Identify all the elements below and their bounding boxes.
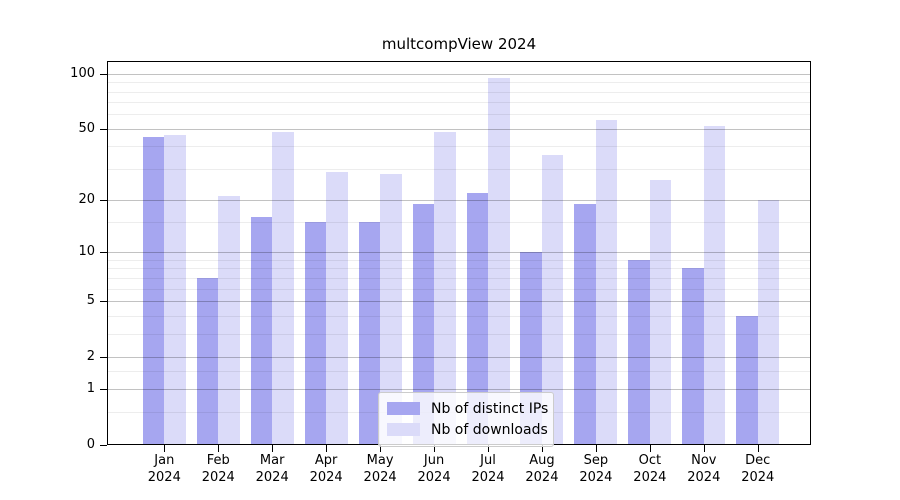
bar-ips-feb: [196, 277, 219, 445]
gridline-major: [107, 389, 811, 390]
x-tick-label: Feb 2024: [201, 453, 235, 485]
bar-ips-jul: [466, 192, 488, 445]
x-tick-label: Jan 2024: [147, 453, 181, 485]
gridline-major: [107, 200, 811, 201]
y-tick-label: 1: [86, 381, 95, 396]
gridline-minor: [107, 260, 811, 261]
bar-downloads-apr: [326, 171, 348, 445]
x-tick-label: Dec 2024: [741, 453, 775, 485]
y-tick-label: 5: [86, 293, 95, 308]
gridline-minor: [107, 92, 811, 93]
x-tick-mark: [164, 445, 166, 452]
y-tick-mark: [100, 200, 107, 201]
gridline-minor: [107, 169, 811, 170]
x-tick-mark: [595, 445, 597, 452]
bar-downloads-aug: [541, 154, 564, 445]
y-tick-label: 2: [86, 349, 95, 364]
y-tick-label: 0: [86, 437, 95, 452]
gridline-minor: [107, 146, 811, 147]
legend-swatch-downloads: [387, 423, 420, 436]
legend-item-downloads: Nb of downloads: [387, 419, 548, 440]
bar-ips-jan: [142, 137, 165, 445]
y-tick-mark: [100, 357, 107, 358]
x-tick-label: Oct 2024: [633, 453, 667, 485]
gridline-major: [107, 252, 811, 253]
legend-label-distinct-ips: Nb of distinct IPs: [431, 400, 549, 417]
gridline-major: [107, 74, 811, 75]
x-tick-label: Sep 2024: [579, 453, 613, 485]
bar-downloads-oct: [649, 180, 672, 445]
legend-swatch-distinct-ips: [387, 402, 420, 415]
gridline-major: [107, 129, 811, 130]
legend-item-distinct-ips: Nb of distinct IPs: [387, 398, 549, 419]
x-tick-mark: [488, 445, 489, 452]
bar-ips-apr: [304, 222, 327, 445]
gridline-major: [107, 301, 811, 302]
y-tick-mark: [100, 389, 107, 390]
x-tick-mark: [703, 445, 705, 452]
bar-downloads-jun: [434, 132, 456, 445]
y-tick-mark: [100, 301, 107, 302]
y-tick-label: 100: [70, 66, 95, 81]
bar-ips-oct: [628, 259, 650, 445]
x-tick-mark: [434, 445, 436, 452]
gridline-minor: [107, 222, 811, 223]
bar-downloads-may: [380, 174, 402, 445]
x-tick-label: Jun 2024: [417, 453, 451, 485]
y-tick-mark: [100, 445, 107, 446]
x-tick-mark: [649, 445, 651, 452]
bar-downloads-dec: [757, 200, 780, 445]
x-tick-label: Apr 2024: [309, 453, 343, 485]
x-tick-mark: [218, 445, 220, 452]
bar-ips-nov: [682, 268, 704, 445]
legend-label-downloads: Nb of downloads: [431, 421, 548, 438]
x-tick-label: May 2024: [363, 453, 397, 485]
y-tick-mark: [100, 129, 107, 130]
bar-ips-mar: [250, 217, 273, 445]
bar-ips-dec: [736, 315, 758, 445]
bar-downloads-mar: [272, 132, 294, 445]
bar-ips-sep: [574, 204, 596, 445]
gridline-minor: [107, 82, 811, 83]
chart-title: multcompView 2024: [381, 35, 537, 53]
x-tick-label: Jul 2024: [471, 453, 505, 485]
bar-downloads-jan: [164, 135, 186, 445]
gridline-minor: [107, 334, 811, 335]
gridline-minor: [107, 268, 811, 269]
gridline-minor: [107, 114, 811, 115]
bar-ips-may: [358, 222, 381, 445]
x-tick-label: Aug 2024: [525, 453, 559, 485]
x-tick-mark: [272, 445, 274, 452]
y-tick-label: 10: [78, 244, 95, 259]
y-tick-label: 50: [78, 121, 95, 136]
y-tick-mark: [100, 74, 107, 75]
gridline-major: [107, 357, 811, 358]
x-tick-label: Mar 2024: [255, 453, 289, 485]
x-tick-mark: [757, 445, 759, 452]
gridline-minor: [107, 371, 811, 372]
bar-downloads-sep: [595, 119, 618, 445]
bar-downloads-nov: [703, 125, 726, 445]
gridline-minor: [107, 102, 811, 103]
bar-ips-jun: [412, 204, 435, 445]
y-tick-mark: [100, 252, 107, 253]
x-tick-mark: [541, 445, 543, 452]
gridline-minor: [107, 289, 811, 290]
x-tick-mark: [380, 445, 382, 452]
y-tick-label: 20: [78, 192, 95, 207]
gridline-minor: [107, 278, 811, 279]
bar-downloads-jul: [488, 78, 510, 445]
legend: Nb of distinct IPs Nb of downloads: [378, 392, 554, 447]
x-tick-label: Nov 2024: [687, 453, 721, 485]
bar-downloads-feb: [218, 196, 240, 445]
plot-area: Nb of distinct IPs Nb of downloads 0 1 2 5 1…: [70, 61, 811, 485]
gridline-minor: [107, 316, 811, 317]
x-tick-mark: [326, 445, 328, 452]
